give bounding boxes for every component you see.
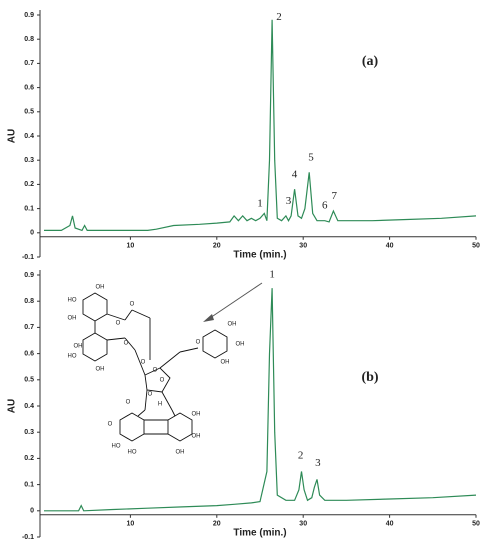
y-tick-label: 0.7 xyxy=(24,324,34,331)
x-axis-title: Time (min.) xyxy=(233,527,286,538)
y-tick-label: 0.5 xyxy=(24,377,34,384)
atom-label: O xyxy=(160,378,165,384)
y-tick-label: 0.9 xyxy=(24,12,34,19)
y-tick-label: 0.1 xyxy=(24,205,34,212)
y-tick-label: 0.5 xyxy=(24,109,34,116)
y-tick-label: 0.6 xyxy=(24,350,34,357)
y-tick-label: -0.1 xyxy=(22,534,34,541)
y-tick-label: 0.1 xyxy=(24,481,34,488)
atom-label: O xyxy=(126,400,131,406)
peak-label: 3 xyxy=(286,195,292,207)
atom-label: HO xyxy=(128,450,137,456)
y-tick-label: 0.2 xyxy=(24,455,34,462)
peak-label: 7 xyxy=(332,190,338,202)
atom-label: O xyxy=(141,360,146,366)
atom-label: O xyxy=(124,341,129,347)
y-tick-label: 0 xyxy=(30,508,34,515)
y-tick-label: 0.3 xyxy=(24,157,34,164)
atom-label: HO xyxy=(68,298,77,304)
atom-label: HO xyxy=(68,354,77,360)
series-line xyxy=(44,19,477,232)
x-tick-label: 40 xyxy=(386,521,394,528)
panel-label: (b) xyxy=(361,370,378,385)
y-tick-label: 0.2 xyxy=(24,181,34,188)
arrow xyxy=(206,282,263,321)
x-tick-label: 40 xyxy=(386,243,394,250)
y-tick-label: 0.7 xyxy=(24,60,34,67)
atom-label: OH xyxy=(236,342,245,348)
atom-label: OH xyxy=(96,285,105,291)
y-tick-label: 0.6 xyxy=(24,84,34,91)
y-axis-title: AU xyxy=(7,129,18,143)
x-axis-title: Time (min.) xyxy=(233,249,286,260)
atom-label: HO xyxy=(112,444,121,450)
y-tick-label: 0.8 xyxy=(24,298,34,305)
peak-label: 1 xyxy=(269,269,275,281)
x-tick-label: 20 xyxy=(213,521,221,528)
peak-label: 3 xyxy=(315,457,321,469)
peak-label: 6 xyxy=(322,200,328,212)
panel-label: (a) xyxy=(362,54,379,69)
x-tick-label: 30 xyxy=(299,521,307,528)
y-tick-label: 0 xyxy=(30,230,34,237)
y-tick-label: 0.4 xyxy=(24,133,34,140)
x-tick-label: 50 xyxy=(472,521,480,528)
atom-label: O xyxy=(148,392,153,398)
chemical-structure xyxy=(82,292,228,442)
x-tick-label: 50 xyxy=(472,243,480,250)
y-tick-label: 0.4 xyxy=(24,403,34,410)
atom-label: OH xyxy=(221,360,230,366)
y-tick-label: 0.8 xyxy=(24,36,34,43)
atom-label: O xyxy=(130,302,135,308)
series-line xyxy=(44,288,477,512)
y-tick-label: 0.9 xyxy=(24,272,34,279)
atom-label: O xyxy=(108,422,113,428)
atom-label: OH xyxy=(176,450,185,456)
atom-label: OH xyxy=(74,344,83,350)
atom-label: OH xyxy=(192,434,201,440)
x-tick-label: 30 xyxy=(299,243,307,250)
atom-label: O xyxy=(196,340,201,346)
atom-label: H xyxy=(158,402,162,408)
peak-label: 4 xyxy=(292,168,298,180)
y-tick-label: 0.3 xyxy=(24,429,34,436)
arrow-head xyxy=(203,314,214,322)
atom-label: OH xyxy=(228,322,237,328)
atom-label: OH xyxy=(68,316,77,322)
x-tick-label: 20 xyxy=(213,243,221,250)
x-tick-label: 10 xyxy=(127,521,135,528)
peak-label: 5 xyxy=(308,151,314,163)
y-axis-title: AU xyxy=(7,399,18,413)
atom-label: O xyxy=(116,321,121,327)
atom-label: O xyxy=(153,368,158,374)
peak-label: 1 xyxy=(257,197,263,209)
x-tick-label: 10 xyxy=(127,243,135,250)
atom-label: OH xyxy=(96,367,105,373)
y-tick-label: -0.1 xyxy=(22,254,34,261)
peak-label: 2 xyxy=(298,449,304,461)
peak-label: 2 xyxy=(276,11,282,23)
atom-label: OH xyxy=(192,412,201,418)
